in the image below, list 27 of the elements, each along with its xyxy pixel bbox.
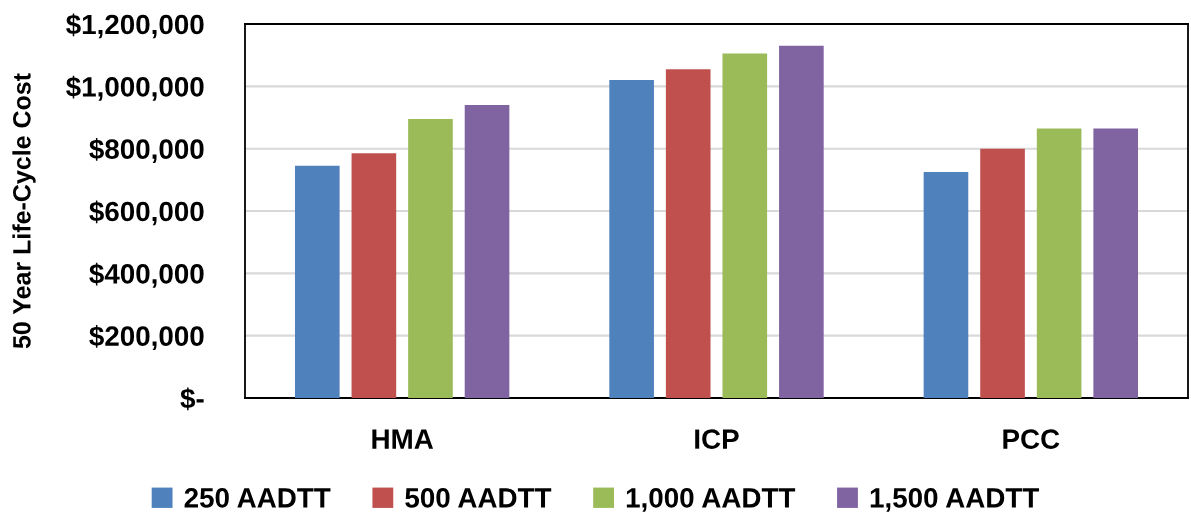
legend-label: 500 AADTT — [405, 488, 552, 508]
y-tick-label: $800,000 — [89, 138, 204, 164]
legend-label: 250 AADTT — [184, 488, 331, 508]
bar — [980, 148, 1025, 398]
y-tick-label: $200,000 — [89, 325, 204, 351]
y-tick-label: $1,000,000 — [66, 75, 204, 101]
bar — [1093, 128, 1139, 398]
y-axis-title: 50 Year Life-Cycle Cost — [12, 73, 36, 349]
legend-label: 1,500 AADTT — [870, 488, 1040, 512]
bar — [464, 105, 510, 398]
y-tick-label: $600,000 — [89, 200, 204, 226]
x-tick-label: PCC — [1003, 429, 1060, 449]
bar — [1036, 128, 1082, 398]
bar — [351, 153, 397, 398]
bar — [609, 80, 654, 398]
bar — [665, 69, 711, 398]
bar — [779, 45, 824, 398]
bar — [923, 172, 969, 398]
x-tick-label: HMA — [372, 429, 434, 449]
y-tick-label: $400,000 — [89, 262, 204, 288]
y-tick-label: $- — [180, 387, 204, 411]
y-tick-label: $1,200,000 — [66, 13, 204, 39]
legend-label: 1,000 AADTT — [626, 488, 796, 512]
x-tick-label: ICP — [695, 429, 739, 449]
bar — [722, 53, 768, 398]
bar — [408, 119, 453, 398]
bar — [294, 165, 340, 398]
